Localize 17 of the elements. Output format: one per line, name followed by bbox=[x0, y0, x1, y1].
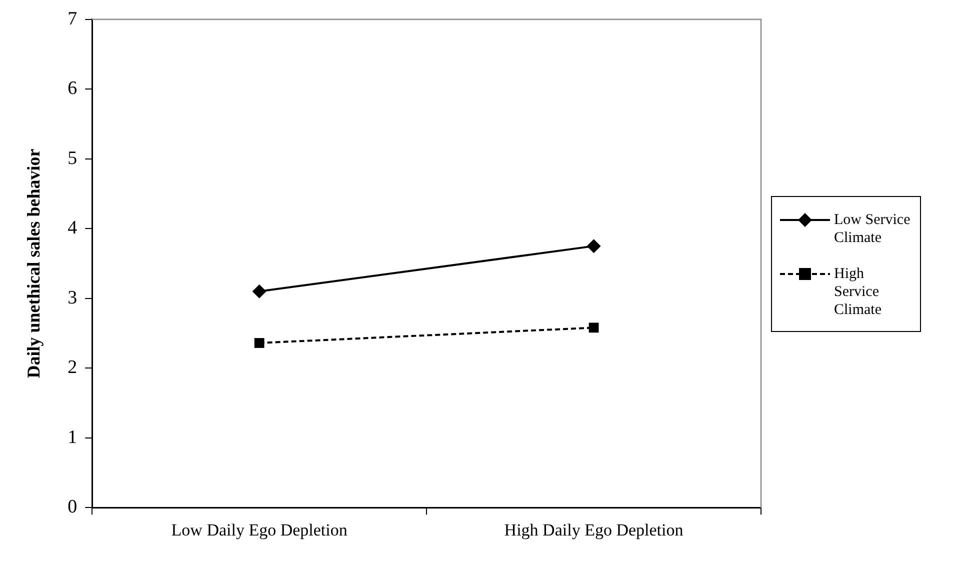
point bbox=[252, 284, 266, 298]
y-tick-label: 7 bbox=[68, 8, 78, 30]
point bbox=[588, 322, 599, 333]
y-tick-label: 6 bbox=[68, 78, 78, 100]
y-tick-label: 3 bbox=[68, 287, 78, 308]
y-axis-title: Daily unethical sales behavior bbox=[23, 148, 44, 378]
x-tick-label: Low Daily Ego Depletion bbox=[171, 520, 348, 540]
legend-label: High Service Climate bbox=[834, 264, 882, 318]
y-tick-label: 5 bbox=[68, 148, 78, 169]
point bbox=[254, 338, 264, 348]
x-tick-label: High Daily Ego Depletion bbox=[504, 520, 684, 540]
y-tick-label: 4 bbox=[68, 218, 78, 239]
legend-label: Low Service Climate bbox=[834, 210, 912, 246]
y-tick-label: 0 bbox=[68, 496, 78, 518]
y-tick-label: 2 bbox=[68, 357, 78, 378]
y-tick-label: 1 bbox=[68, 426, 78, 448]
point bbox=[586, 239, 601, 254]
